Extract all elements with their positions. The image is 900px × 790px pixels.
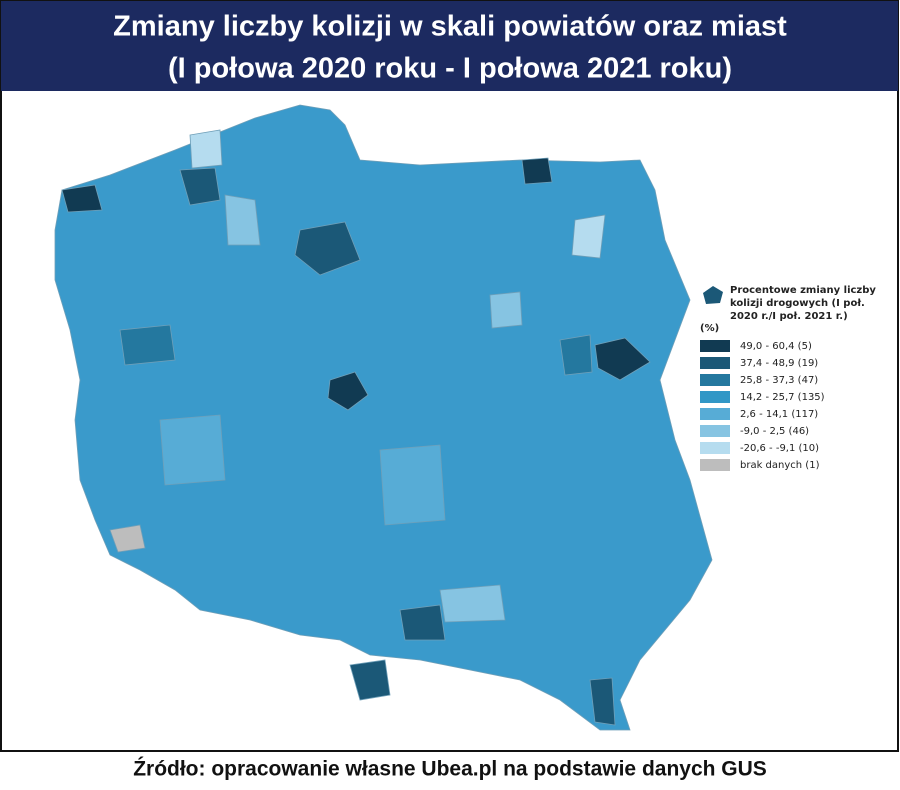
legend: Procentowe zmiany liczby kolizji drogowyc… bbox=[700, 285, 876, 471]
legend-unit: (%) bbox=[700, 323, 719, 334]
legend-title: 2020 r./I poł. 2021 r.) bbox=[730, 311, 848, 322]
district bbox=[594, 337, 651, 381]
district bbox=[349, 659, 391, 701]
district bbox=[327, 371, 369, 411]
district bbox=[109, 524, 146, 553]
legend-label: 14,2 - 25,7 (135) bbox=[740, 392, 825, 403]
title: Zmiany liczby kolizji w skali powiatów o… bbox=[113, 11, 787, 43]
legend-label: brak danych (1) bbox=[740, 460, 820, 471]
legend-label: -20,6 - -9,1 (10) bbox=[740, 443, 819, 454]
district bbox=[224, 194, 261, 246]
district bbox=[379, 444, 446, 526]
district bbox=[119, 324, 176, 366]
legend-swatch bbox=[700, 425, 730, 437]
legend-swatch bbox=[700, 442, 730, 454]
legend-title: Procentowe zmiany liczby bbox=[730, 285, 876, 296]
district bbox=[399, 604, 446, 641]
district bbox=[294, 221, 361, 276]
legend-label: -9,0 - 2,5 (46) bbox=[740, 426, 809, 437]
legend-swatch bbox=[700, 357, 730, 369]
legend-swatch bbox=[700, 391, 730, 403]
legend-swatch bbox=[700, 340, 730, 352]
title: (I połowa 2020 roku - I połowa 2021 roku… bbox=[168, 53, 732, 85]
source: Źródło: opracowanie własne Ubea.pl na po… bbox=[133, 758, 767, 781]
district bbox=[489, 291, 523, 329]
legend-icon bbox=[703, 286, 723, 304]
legend-swatch bbox=[700, 459, 730, 471]
legend-label: 2,6 - 14,1 (117) bbox=[740, 409, 818, 420]
district bbox=[571, 214, 606, 259]
district bbox=[189, 129, 223, 169]
legend-swatch bbox=[700, 408, 730, 420]
legend-label: 49,0 - 60,4 (5) bbox=[740, 341, 812, 352]
district bbox=[179, 167, 221, 206]
title-box bbox=[1, 1, 898, 91]
district bbox=[589, 677, 616, 726]
district bbox=[61, 184, 103, 213]
legend-title: kolizji drogowych (I poł. bbox=[730, 298, 865, 309]
country bbox=[54, 104, 713, 731]
district bbox=[439, 584, 506, 623]
legend-label: 25,8 - 37,3 (47) bbox=[740, 375, 818, 386]
district bbox=[521, 157, 553, 185]
map bbox=[54, 104, 713, 731]
district bbox=[159, 414, 226, 486]
legend-label: 37,4 - 48,9 (19) bbox=[740, 358, 818, 369]
district bbox=[559, 334, 593, 376]
legend-swatch bbox=[700, 374, 730, 386]
